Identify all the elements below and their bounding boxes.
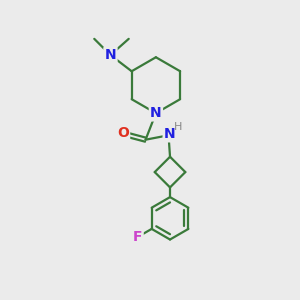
Text: N: N — [164, 127, 176, 141]
Text: H: H — [174, 122, 182, 132]
Text: N: N — [150, 106, 162, 120]
Text: O: O — [117, 126, 129, 140]
Text: N: N — [105, 48, 116, 62]
Text: F: F — [133, 230, 142, 244]
